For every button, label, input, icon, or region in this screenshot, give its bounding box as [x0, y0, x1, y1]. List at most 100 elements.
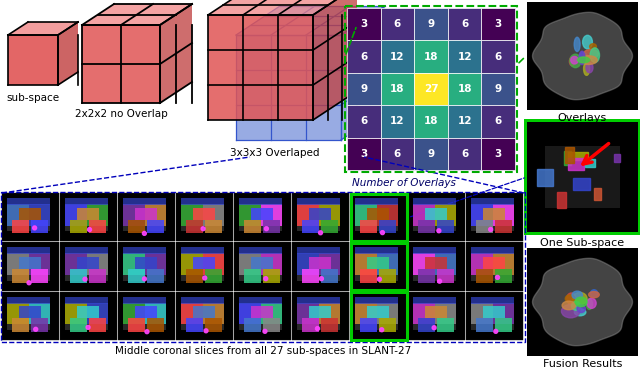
Bar — [355, 297, 399, 304]
Bar — [321, 269, 338, 283]
Bar — [6, 204, 51, 231]
Ellipse shape — [591, 290, 598, 297]
Bar — [260, 204, 282, 226]
Bar — [251, 208, 273, 220]
Bar — [123, 198, 166, 205]
Bar — [123, 247, 166, 254]
Circle shape — [319, 277, 323, 281]
Bar — [251, 307, 273, 318]
Bar — [573, 178, 591, 190]
Bar — [470, 253, 515, 281]
Bar — [379, 220, 396, 233]
Bar — [345, 6, 517, 172]
Bar — [493, 253, 515, 275]
Bar — [145, 204, 166, 226]
Ellipse shape — [570, 57, 575, 66]
Bar — [309, 208, 331, 220]
Bar — [86, 204, 109, 226]
Ellipse shape — [586, 63, 593, 73]
Bar — [70, 220, 86, 233]
Bar — [127, 269, 145, 283]
Bar — [135, 208, 157, 220]
Bar — [186, 220, 203, 233]
Bar — [347, 105, 381, 138]
Bar — [118, 292, 175, 340]
Bar — [239, 302, 260, 324]
Ellipse shape — [589, 291, 599, 298]
Bar — [29, 302, 51, 324]
Bar — [408, 292, 465, 340]
Bar — [527, 248, 638, 356]
Bar — [60, 193, 117, 241]
Circle shape — [27, 281, 31, 285]
Polygon shape — [58, 22, 78, 85]
Bar — [239, 198, 282, 205]
Bar — [263, 269, 280, 283]
Bar — [2, 243, 59, 291]
Bar — [19, 257, 41, 269]
Ellipse shape — [562, 301, 575, 310]
Text: 6: 6 — [495, 52, 502, 61]
Circle shape — [264, 227, 268, 231]
Bar — [297, 247, 340, 254]
Ellipse shape — [575, 297, 587, 307]
Bar — [470, 204, 515, 231]
Circle shape — [88, 228, 92, 231]
Circle shape — [494, 329, 498, 333]
Ellipse shape — [577, 305, 586, 312]
Bar — [203, 253, 225, 275]
Bar — [557, 192, 566, 208]
Bar — [381, 8, 414, 40]
Bar — [355, 204, 376, 226]
Bar — [205, 220, 222, 233]
Bar — [367, 208, 388, 220]
Bar — [545, 146, 620, 208]
Text: 6: 6 — [394, 149, 401, 159]
Polygon shape — [236, 35, 341, 140]
Bar — [135, 257, 157, 269]
Bar — [193, 208, 215, 220]
Circle shape — [143, 277, 147, 281]
Bar — [376, 253, 399, 275]
Bar — [123, 253, 166, 281]
Text: 9: 9 — [428, 149, 435, 159]
Bar — [118, 193, 175, 241]
Bar — [292, 243, 349, 291]
Bar — [205, 318, 222, 332]
Bar — [585, 159, 595, 167]
Bar — [239, 253, 282, 281]
Text: Fusion Results: Fusion Results — [543, 359, 622, 368]
Bar — [351, 292, 406, 340]
Bar — [239, 253, 260, 275]
Bar — [180, 253, 203, 275]
Circle shape — [489, 227, 493, 231]
Bar — [65, 302, 109, 330]
Bar — [448, 138, 481, 170]
Bar — [360, 220, 376, 233]
Bar — [414, 105, 448, 138]
Bar — [414, 40, 448, 73]
Bar — [466, 193, 523, 241]
Bar — [437, 318, 454, 332]
Text: 6: 6 — [360, 52, 367, 61]
Bar — [260, 302, 282, 324]
Bar — [527, 2, 638, 110]
Bar — [347, 138, 381, 170]
Bar — [31, 318, 48, 332]
Bar — [367, 307, 388, 318]
Bar — [65, 204, 109, 231]
Bar — [123, 204, 166, 231]
Bar — [263, 318, 280, 332]
Bar — [379, 269, 396, 283]
Bar — [65, 204, 86, 226]
Bar — [127, 220, 145, 233]
Circle shape — [201, 227, 205, 231]
Circle shape — [34, 327, 38, 331]
Ellipse shape — [584, 62, 589, 75]
Bar — [297, 253, 319, 275]
Bar — [31, 220, 48, 233]
Bar — [481, 138, 515, 170]
Text: 18: 18 — [458, 84, 472, 94]
Bar — [6, 253, 51, 281]
Text: 12: 12 — [390, 116, 404, 126]
